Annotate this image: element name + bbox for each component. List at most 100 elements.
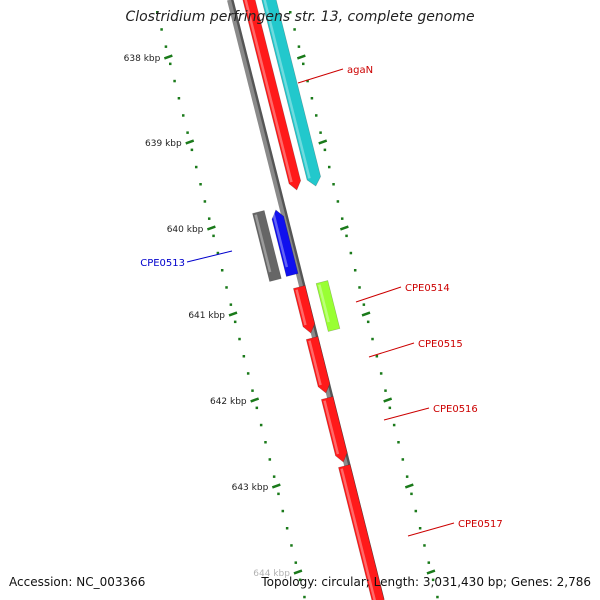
gene-CPE0517-forward-arrow bbox=[320, 396, 348, 463]
minor-tick-right bbox=[371, 337, 374, 341]
minor-tick-right bbox=[353, 269, 357, 272]
minor-tick-right bbox=[302, 62, 305, 66]
minor-tick-right bbox=[358, 286, 361, 289]
gene-label-CPE0513[interactable]: CPE0513 bbox=[140, 258, 185, 269]
major-tick-left bbox=[185, 139, 195, 145]
gene-CPE0515-forward-arrow bbox=[293, 285, 315, 334]
minor-tick-right bbox=[418, 527, 422, 530]
major-tick-right bbox=[339, 225, 349, 231]
gene-label-CPE0516[interactable]: CPE0516 bbox=[433, 404, 478, 415]
major-tick-right bbox=[318, 139, 328, 145]
minor-tick-left bbox=[207, 217, 211, 220]
minor-tick-left bbox=[229, 303, 233, 306]
genes bbox=[240, 0, 385, 600]
major-tick-left bbox=[228, 311, 238, 317]
minor-tick-right bbox=[340, 217, 344, 220]
minor-tick-left bbox=[255, 406, 259, 410]
minor-tick-left bbox=[156, 11, 159, 14]
gene-label-leader bbox=[186, 250, 233, 263]
gene-CPE0516-forward-arrow bbox=[305, 336, 331, 394]
minor-tick-left bbox=[186, 131, 189, 134]
gene-label-agaN[interactable]: agaN bbox=[347, 65, 373, 76]
scale-tick-label: 644 kbp bbox=[253, 569, 290, 579]
minor-tick-right bbox=[314, 114, 318, 117]
gene-label-CPE0514[interactable]: CPE0514 bbox=[405, 283, 450, 294]
minor-tick-left bbox=[268, 458, 272, 461]
minor-tick-right bbox=[414, 509, 418, 513]
gene-label-leader bbox=[383, 407, 430, 421]
scale-tick-label: 639 kbp bbox=[145, 139, 182, 149]
minor-tick-left bbox=[164, 45, 168, 48]
minor-tick-left bbox=[203, 200, 207, 203]
scale-tick-label: 640 kbp bbox=[167, 225, 204, 235]
gene-labels: agaN CPE0513 CPE0514 CPE0515 CPE0516 CPE0517 bbox=[140, 65, 503, 537]
minor-tick-left bbox=[294, 561, 298, 564]
major-tick-left bbox=[250, 397, 260, 403]
major-tick-left bbox=[293, 569, 303, 575]
minor-tick-right bbox=[306, 79, 309, 83]
minor-tick-right bbox=[405, 475, 409, 478]
minor-tick-left bbox=[242, 355, 246, 358]
genome-summary-text: Topology: circular; Length: 3,031,430 bp… bbox=[261, 575, 591, 589]
minor-tick-right bbox=[349, 251, 353, 255]
minor-tick-left bbox=[160, 28, 163, 31]
major-tick-left bbox=[163, 54, 173, 60]
minor-tick-left bbox=[277, 492, 280, 496]
minor-tick-left bbox=[272, 475, 276, 478]
minor-tick-right bbox=[388, 406, 392, 410]
minor-tick-right bbox=[366, 320, 370, 324]
minor-tick-right bbox=[293, 28, 296, 31]
minor-tick-right bbox=[379, 372, 383, 375]
minor-tick-right bbox=[397, 441, 400, 444]
minor-tick-left bbox=[212, 234, 215, 238]
minor-tick-right bbox=[310, 97, 314, 100]
minor-tick-right bbox=[436, 595, 439, 599]
scale-tick-label: 641 kbp bbox=[188, 311, 225, 321]
gene-unnamed-reverse-box bbox=[252, 210, 282, 282]
minor-tick-left bbox=[199, 183, 202, 186]
minor-tick-left bbox=[181, 114, 185, 117]
minor-tick-right bbox=[431, 578, 435, 582]
minor-tick-right bbox=[323, 148, 327, 152]
minor-tick-right bbox=[427, 561, 431, 564]
major-tick-left bbox=[206, 225, 216, 231]
major-tick-left bbox=[271, 483, 281, 489]
scale-ticks: 638 kbp 639 kbp 640 kbp 641 kbp 642 kbp 643 k… bbox=[124, 11, 439, 599]
minor-tick-left bbox=[285, 527, 289, 530]
minor-tick-left bbox=[225, 286, 228, 289]
minor-tick-left bbox=[246, 372, 250, 375]
map-title: Clostridium perfringens str. 13, complet… bbox=[125, 9, 475, 25]
gene-agaN-forward-arrow bbox=[259, 0, 321, 187]
minor-tick-right bbox=[410, 492, 413, 496]
minor-tick-left bbox=[251, 389, 254, 392]
major-tick-right bbox=[383, 397, 393, 403]
minor-tick-right bbox=[289, 11, 292, 14]
minor-tick-right bbox=[392, 423, 396, 427]
minor-tick-right bbox=[327, 165, 331, 169]
minor-tick-right bbox=[345, 234, 348, 238]
minor-tick-left bbox=[290, 544, 293, 547]
minor-tick-right bbox=[297, 45, 301, 48]
major-tick-right bbox=[426, 569, 436, 575]
minor-tick-right bbox=[319, 131, 322, 134]
minor-tick-right bbox=[375, 355, 379, 358]
minor-tick-left bbox=[194, 165, 198, 169]
gene-label-leader bbox=[355, 286, 402, 303]
gene-label-CPE0515[interactable]: CPE0515 bbox=[418, 339, 463, 350]
minor-tick-left bbox=[233, 320, 237, 324]
minor-tick-right bbox=[332, 183, 335, 186]
accession-text: Accession: NC_003366 bbox=[9, 575, 146, 589]
minor-tick-right bbox=[336, 200, 340, 203]
minor-tick-left bbox=[216, 251, 220, 255]
gene-CPE0513-reverse-arrow bbox=[271, 209, 299, 277]
minor-tick-left bbox=[220, 269, 224, 272]
minor-tick-right bbox=[384, 389, 387, 392]
gene-label-leader bbox=[368, 342, 415, 358]
gene-label-CPE0517[interactable]: CPE0517 bbox=[458, 519, 503, 530]
major-tick-right bbox=[296, 54, 306, 60]
gene-CPE0514-forward-box bbox=[315, 280, 341, 332]
minor-tick-right bbox=[401, 458, 405, 461]
minor-tick-left bbox=[303, 595, 306, 599]
major-tick-right bbox=[361, 311, 371, 317]
